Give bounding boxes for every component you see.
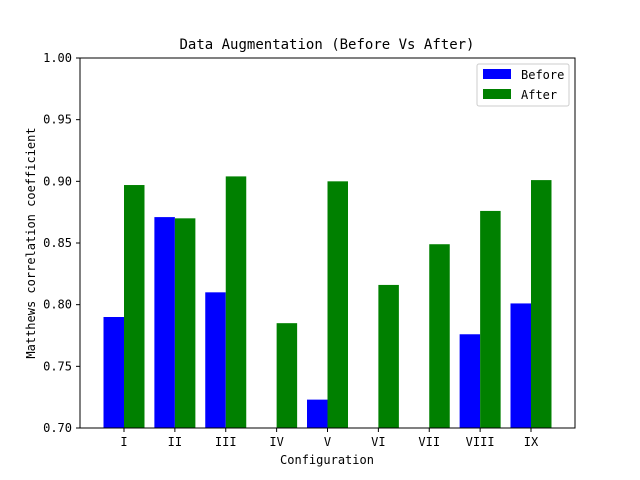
bar-before-v <box>307 399 328 428</box>
bar-after-ii <box>174 218 196 428</box>
bar-after-vii <box>429 244 450 428</box>
x-tick-label: IV <box>269 435 283 449</box>
bar-before-ix <box>510 303 531 428</box>
bar-after-iv <box>276 323 298 428</box>
bar-before-viii <box>459 334 481 428</box>
bar-after-vi <box>378 284 399 428</box>
legend-label-before: Before <box>521 68 564 82</box>
x-tick-label: V <box>324 435 331 449</box>
x-tick-label: VI <box>371 435 385 449</box>
legend-swatch-before <box>483 69 511 79</box>
chart-title: Data Augmentation (Before Vs After) <box>179 37 474 53</box>
y-tick-label: 1.00 <box>43 51 72 65</box>
y-tick-label: 0.85 <box>43 236 72 250</box>
x-tick-label: III <box>215 435 237 449</box>
bar-after-i <box>124 185 145 428</box>
y-tick-label: 0.75 <box>43 359 72 373</box>
y-axis-label: Matthews correlation coefficient <box>24 127 38 358</box>
bars-group <box>103 176 552 428</box>
bar-after-v <box>327 181 348 428</box>
legend-label-after: After <box>521 88 557 102</box>
x-axis-label: Configuration <box>280 453 374 467</box>
bar-before-i <box>103 317 124 428</box>
bar-after-viii <box>480 210 501 428</box>
bar-after-ix <box>531 180 552 428</box>
x-axis-ticks: I II III IV V VI VII VIII IX <box>120 428 539 449</box>
bar-before-iii <box>205 292 226 428</box>
x-tick-label: II <box>168 435 182 449</box>
x-tick-label: IX <box>524 435 539 449</box>
x-tick-label: VII <box>418 435 440 449</box>
y-axis-ticks: 0.70 0.75 0.80 0.85 0.90 0.95 1.00 <box>43 51 80 435</box>
bar-before-ii <box>154 217 175 428</box>
legend: Before After <box>476 63 570 107</box>
bar-after-iii <box>225 176 247 428</box>
y-tick-label: 0.80 <box>43 298 72 312</box>
x-tick-label: I <box>120 435 127 449</box>
y-tick-label: 0.90 <box>43 174 72 188</box>
legend-swatch-after <box>483 89 511 99</box>
x-tick-label: VIII <box>466 435 495 449</box>
y-tick-label: 0.70 <box>43 421 72 435</box>
y-tick-label: 0.95 <box>43 113 72 127</box>
